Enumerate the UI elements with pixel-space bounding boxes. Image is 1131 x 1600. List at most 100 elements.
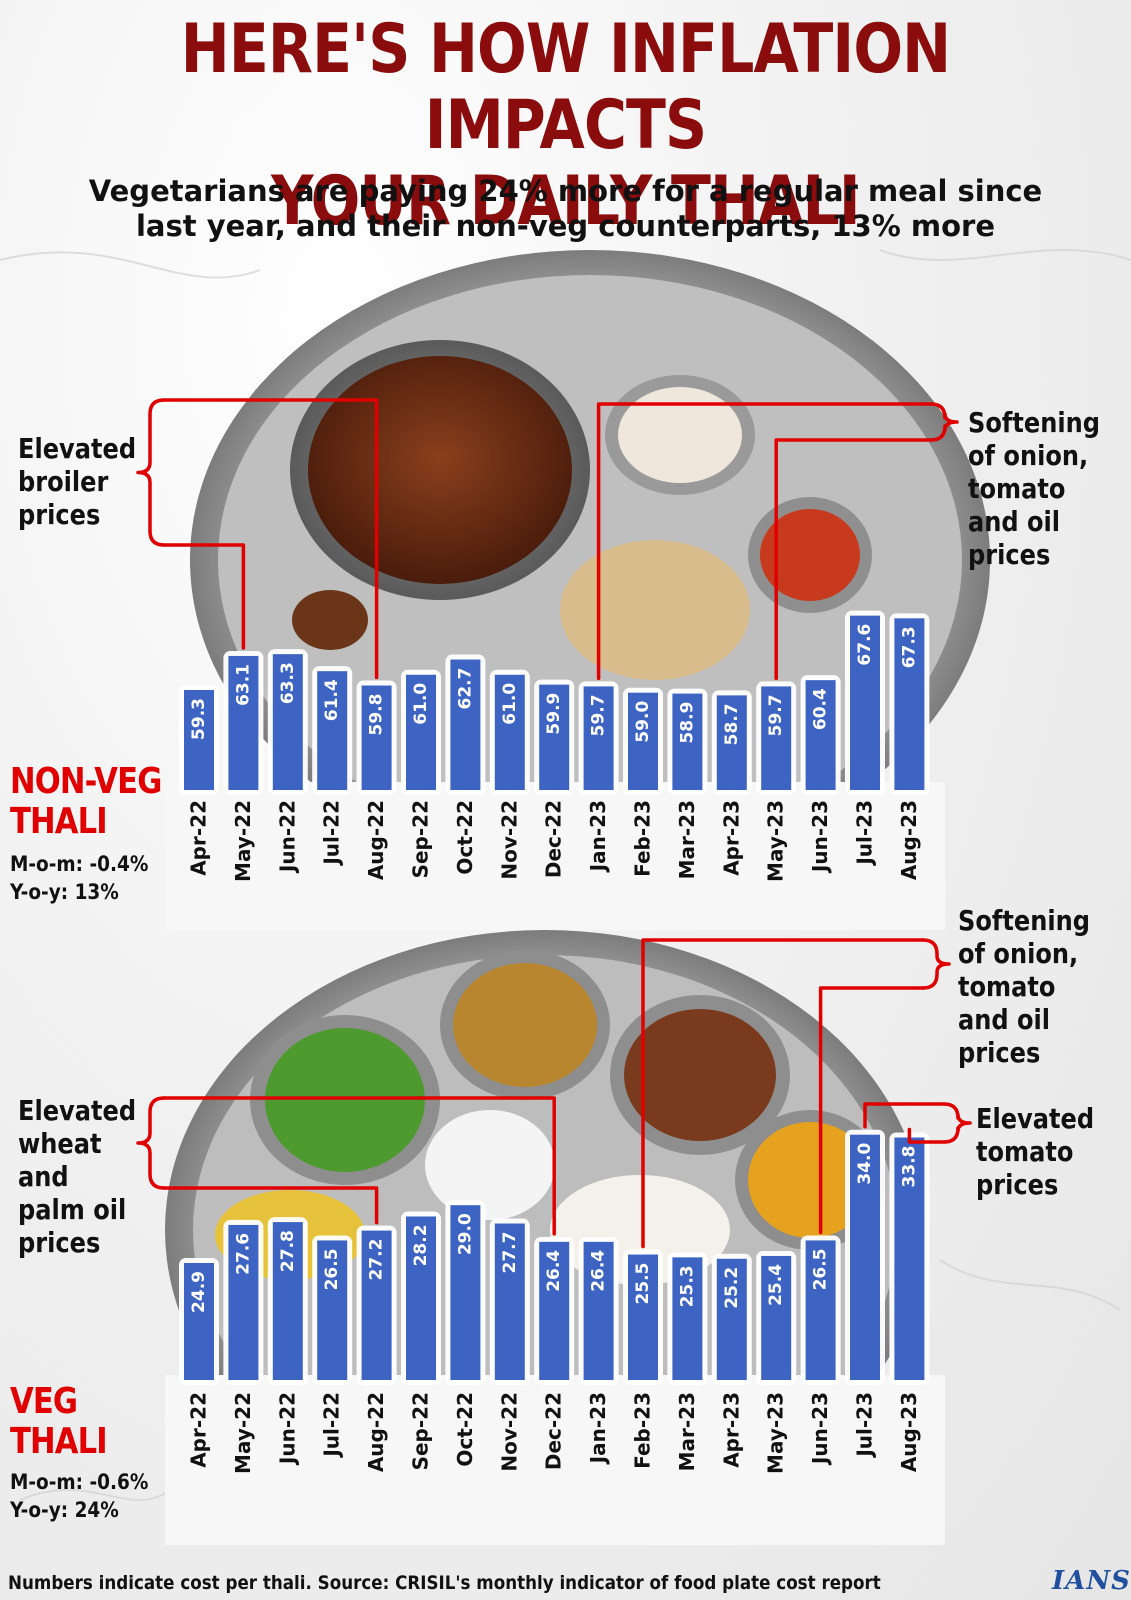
non-veg-axis-tick-label: May-22: [231, 800, 255, 882]
veg-axis-tick-label: Jun-23: [808, 1392, 832, 1466]
annotation-line: prices: [976, 1168, 1059, 1201]
veg-bar: [317, 1240, 348, 1380]
annotation-line: prices: [968, 538, 1051, 571]
veg-bar: [450, 1205, 481, 1380]
veg-axis-tick-label: Aug-23: [897, 1392, 921, 1472]
veg-axis-tick-label: Jan-23: [586, 1392, 610, 1465]
non-veg-axis-tick-label: Jun-22: [275, 800, 299, 874]
veg-bar-value-label: 25.2: [722, 1267, 742, 1309]
non-veg-bar-value-label: 59.8: [367, 694, 387, 736]
non-veg-axis-tick-label: Jul-22: [320, 800, 344, 867]
veg-bar: [583, 1241, 614, 1380]
non-veg-bar-value-label: 58.9: [677, 702, 697, 744]
annotation-veg-softening: Softening of onion, tomato and oil price…: [958, 904, 1090, 1069]
veg-axis-tick-label: May-23: [764, 1392, 788, 1474]
veg-axis-tick-label: Sep-22: [409, 1392, 433, 1470]
veg-bar: [894, 1137, 925, 1380]
annotation-line: prices: [18, 1226, 101, 1259]
veg-mom: M-o-m: -0.6%: [10, 1470, 149, 1494]
annotation-line: broiler: [18, 465, 109, 498]
annotation-line: Elevated: [18, 432, 137, 465]
annotation-line: of onion,: [968, 439, 1089, 472]
non-veg-bar: [583, 686, 614, 790]
veg-bar: [228, 1224, 259, 1380]
veg-bar: [672, 1257, 703, 1380]
veg-axis-tick-label: Jul-23: [853, 1392, 877, 1459]
subtitle-line-1: Vegetarians are paying 24% more for a re…: [88, 174, 1043, 208]
non-veg-bar-value-label: 63.1: [233, 664, 253, 706]
non-veg-bar: [805, 680, 836, 790]
non-veg-axis-tick-label: Sep-22: [409, 800, 433, 878]
annotation-wheat-line-aug: [162, 1186, 379, 1225]
non-veg-bar: [406, 674, 436, 790]
annotation-line: and oil: [968, 505, 1061, 538]
veg-bar-value-label: 26.4: [589, 1250, 609, 1292]
non-veg-bar: [494, 674, 525, 790]
non-veg-bar: [450, 659, 481, 790]
veg-bar-value-label: 26.4: [544, 1250, 564, 1292]
annotation-wheat-line-dec: [162, 1096, 556, 1236]
title-line-2: YOUR DAILY THALI: [271, 162, 860, 241]
non-veg-axis-tick-label: Mar-23: [675, 800, 699, 879]
veg-bar-value-label: 27.2: [367, 1239, 387, 1281]
annotation-broiler: Elevated broiler prices: [18, 432, 136, 531]
veg-bar: [761, 1255, 792, 1380]
annotation-tomato-line-aug: [907, 1127, 946, 1144]
title-line-1: HERE'S HOW INFLATION IMPACTS: [180, 10, 951, 165]
veg-axis-tick-label: Mar-23: [675, 1392, 699, 1471]
veg-axis-tick-label: Nov-22: [497, 1392, 521, 1472]
non-veg-bar: [317, 671, 348, 790]
non-veg-bar: [894, 618, 925, 790]
veg-bar-value-label: 28.2: [411, 1224, 431, 1266]
annotation-line: of onion,: [958, 937, 1079, 970]
annotation-broiler-line-may: [162, 543, 246, 650]
non-veg-bar-value-label: 59.7: [766, 694, 786, 736]
veg-yoy: Y-o-y: 24%: [10, 1498, 119, 1522]
annotation-softening-line-jan: [596, 402, 933, 681]
subtitle-line-2: last year, and their non-veg counterpart…: [135, 209, 995, 243]
veg-bar: [406, 1216, 436, 1380]
annotation-line: tomato: [968, 472, 1066, 505]
non-veg-label-line-2: THALI: [10, 801, 108, 842]
veg-bar: [716, 1258, 747, 1380]
annotation-line: Softening: [958, 904, 1090, 937]
veg-bar: [361, 1230, 392, 1380]
annotation-nonveg-softening: Softening of onion, tomato and oil price…: [968, 406, 1100, 571]
veg-bar: [494, 1223, 525, 1380]
veg-axis-tick-label: Aug-22: [364, 1392, 388, 1472]
annotation-tomato-line-jul: [863, 1102, 946, 1129]
annotation-broiler-line-aug: [162, 398, 379, 680]
veg-bar-value-label: 26.5: [322, 1248, 342, 1290]
veg-axis-tick-label: Dec-22: [542, 1392, 566, 1470]
veg-axis-tick-label: Jul-22: [320, 1392, 344, 1459]
non-veg-axis-tick-label: Aug-23: [897, 800, 921, 880]
non-veg-bar: [761, 686, 792, 790]
non-veg-bar: [184, 690, 214, 790]
non-veg-bar: [272, 654, 303, 790]
non-veg-bar-value-label: 62.7: [455, 668, 475, 710]
non-veg-mom: M-o-m: -0.4%: [10, 852, 149, 876]
annotation-tomato-brace: [942, 1102, 972, 1144]
veg-bar-value-label: 27.6: [233, 1233, 253, 1275]
veg-bar: [184, 1263, 214, 1380]
veg-axis-tick-label: Jun-22: [275, 1392, 299, 1466]
annotation-line: tomato: [958, 970, 1056, 1003]
non-veg-axis-panel: [165, 782, 945, 930]
veg-bar-value-label: 27.7: [500, 1232, 520, 1274]
veg-bar-value-label: 25.3: [677, 1265, 697, 1307]
annotation-line: Softening: [968, 406, 1100, 439]
non-veg-bar: [672, 693, 703, 790]
annotation-veg-softening-line-feb: [641, 938, 925, 1249]
non-veg-bar-value-label: 59.7: [589, 694, 609, 736]
non-veg-bar-value-label: 61.4: [322, 679, 342, 721]
non-veg-axis-tick-label: Apr-22: [187, 800, 211, 876]
veg-bar-value-label: 26.5: [811, 1248, 831, 1290]
annotation-line: prices: [18, 498, 101, 531]
veg-bar-value-label: 33.8: [899, 1146, 919, 1188]
non-veg-axis-tick-label: Feb-23: [631, 800, 655, 877]
non-veg-bar-value-label: 59.9: [544, 693, 564, 735]
annotation-softening-line-may: [774, 438, 933, 681]
veg-bar-value-label: 27.8: [278, 1230, 298, 1272]
veg-axis-tick-label: May-22: [231, 1392, 255, 1474]
veg-label-line-1: VEG: [10, 1381, 78, 1422]
